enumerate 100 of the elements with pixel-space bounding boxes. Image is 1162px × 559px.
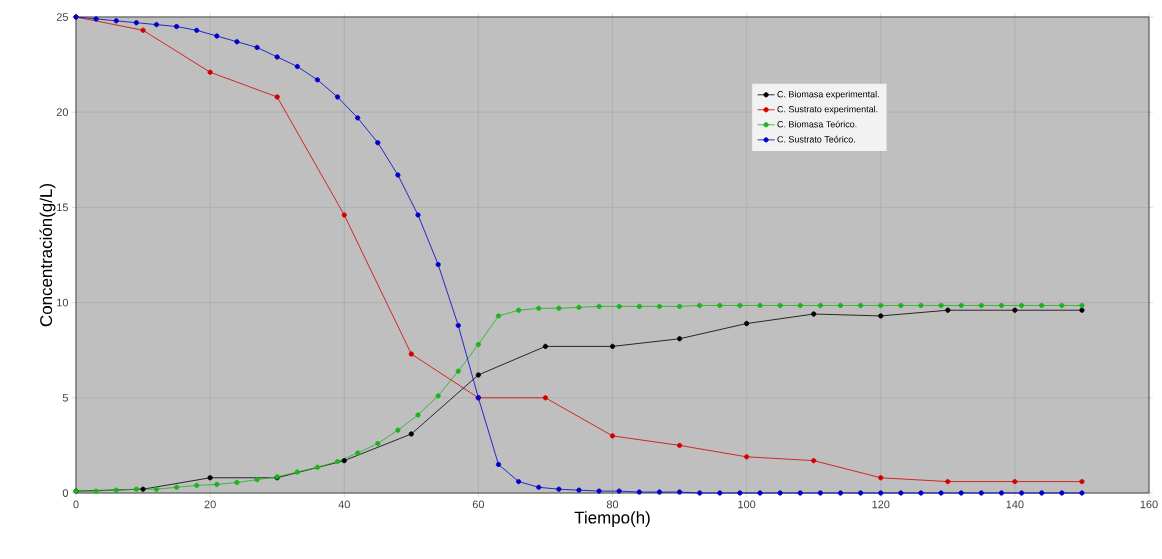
- point: [113, 18, 119, 24]
- point: [254, 44, 260, 51]
- x-axis-title: Tiempo(h): [574, 511, 650, 527]
- point: [817, 490, 823, 496]
- point: [978, 302, 984, 309]
- point: [1012, 307, 1018, 313]
- point: [958, 302, 964, 309]
- point: [294, 469, 300, 475]
- x-tick-label: 0: [73, 500, 79, 509]
- point: [395, 172, 401, 178]
- point: [1079, 478, 1085, 485]
- point: [536, 484, 542, 490]
- point: [676, 489, 683, 495]
- point: [616, 488, 622, 494]
- point: [1018, 302, 1025, 309]
- x-tick-label: 140: [1006, 500, 1024, 509]
- point: [656, 303, 663, 309]
- point: [737, 490, 743, 496]
- point: [93, 16, 99, 22]
- point: [153, 486, 160, 492]
- point: [1079, 490, 1085, 496]
- point: [194, 482, 200, 488]
- point: [576, 304, 582, 310]
- point: [609, 343, 616, 349]
- x-tick-label: 80: [606, 500, 619, 509]
- point: [314, 464, 321, 470]
- point: [918, 490, 924, 496]
- point: [153, 22, 160, 28]
- point: [475, 341, 481, 348]
- legend-label: C. Biomasa Teórico.: [777, 120, 857, 128]
- y-tick-label: 5: [62, 393, 69, 402]
- point: [717, 490, 723, 496]
- point: [898, 302, 904, 309]
- point: [355, 115, 361, 121]
- y-tick-label: 25: [56, 13, 69, 21]
- point: [938, 302, 944, 309]
- point: [274, 94, 280, 100]
- point: [254, 477, 260, 483]
- point: [998, 302, 1005, 309]
- y-axis-title: Concentración(g/L): [39, 184, 56, 327]
- point: [918, 302, 924, 309]
- point: [878, 475, 884, 481]
- point: [797, 302, 803, 309]
- point: [133, 20, 139, 26]
- x-tick-label: 40: [338, 500, 350, 509]
- point: [837, 302, 844, 309]
- point: [576, 487, 582, 493]
- x-tick-label: 160: [1140, 500, 1158, 509]
- point: [958, 490, 964, 496]
- point: [1012, 478, 1018, 485]
- point: [609, 433, 616, 439]
- point: [817, 302, 823, 309]
- legend-label: C. Sustrato Teórico.: [777, 135, 855, 143]
- point: [797, 490, 803, 496]
- point: [858, 302, 864, 309]
- point: [395, 427, 401, 433]
- y-tick-label: 15: [57, 203, 69, 212]
- point: [475, 372, 481, 378]
- point: [744, 320, 750, 327]
- point: [415, 412, 421, 418]
- x-tick-label: 60: [472, 500, 485, 509]
- point: [945, 307, 951, 313]
- y-tick-label: 20: [56, 108, 69, 117]
- point: [998, 490, 1005, 496]
- point: [516, 307, 522, 313]
- point: [542, 395, 549, 401]
- point: [837, 490, 844, 496]
- point: [355, 450, 361, 456]
- point: [556, 305, 562, 311]
- point: [1079, 302, 1085, 309]
- point: [898, 490, 904, 496]
- point: [113, 487, 119, 493]
- point: [878, 313, 884, 319]
- point: [1018, 490, 1025, 496]
- point: [334, 94, 341, 100]
- point: [140, 486, 146, 492]
- point: [697, 490, 703, 496]
- point: [676, 303, 683, 309]
- point: [777, 302, 783, 309]
- point: [234, 39, 240, 45]
- point: [435, 393, 441, 399]
- point: [811, 458, 817, 464]
- point: [536, 305, 542, 311]
- point: [341, 212, 347, 218]
- point: [938, 490, 944, 496]
- point: [408, 431, 414, 437]
- point: [214, 33, 220, 39]
- point: [1079, 307, 1085, 313]
- point: [495, 313, 502, 319]
- point: [556, 486, 562, 492]
- point: [408, 351, 414, 357]
- point: [616, 303, 622, 309]
- point: [737, 302, 743, 309]
- point: [234, 479, 240, 486]
- point: [455, 368, 461, 374]
- point: [214, 481, 220, 488]
- point: [194, 27, 200, 33]
- point: [717, 302, 723, 309]
- point: [294, 63, 300, 70]
- point: [636, 489, 642, 495]
